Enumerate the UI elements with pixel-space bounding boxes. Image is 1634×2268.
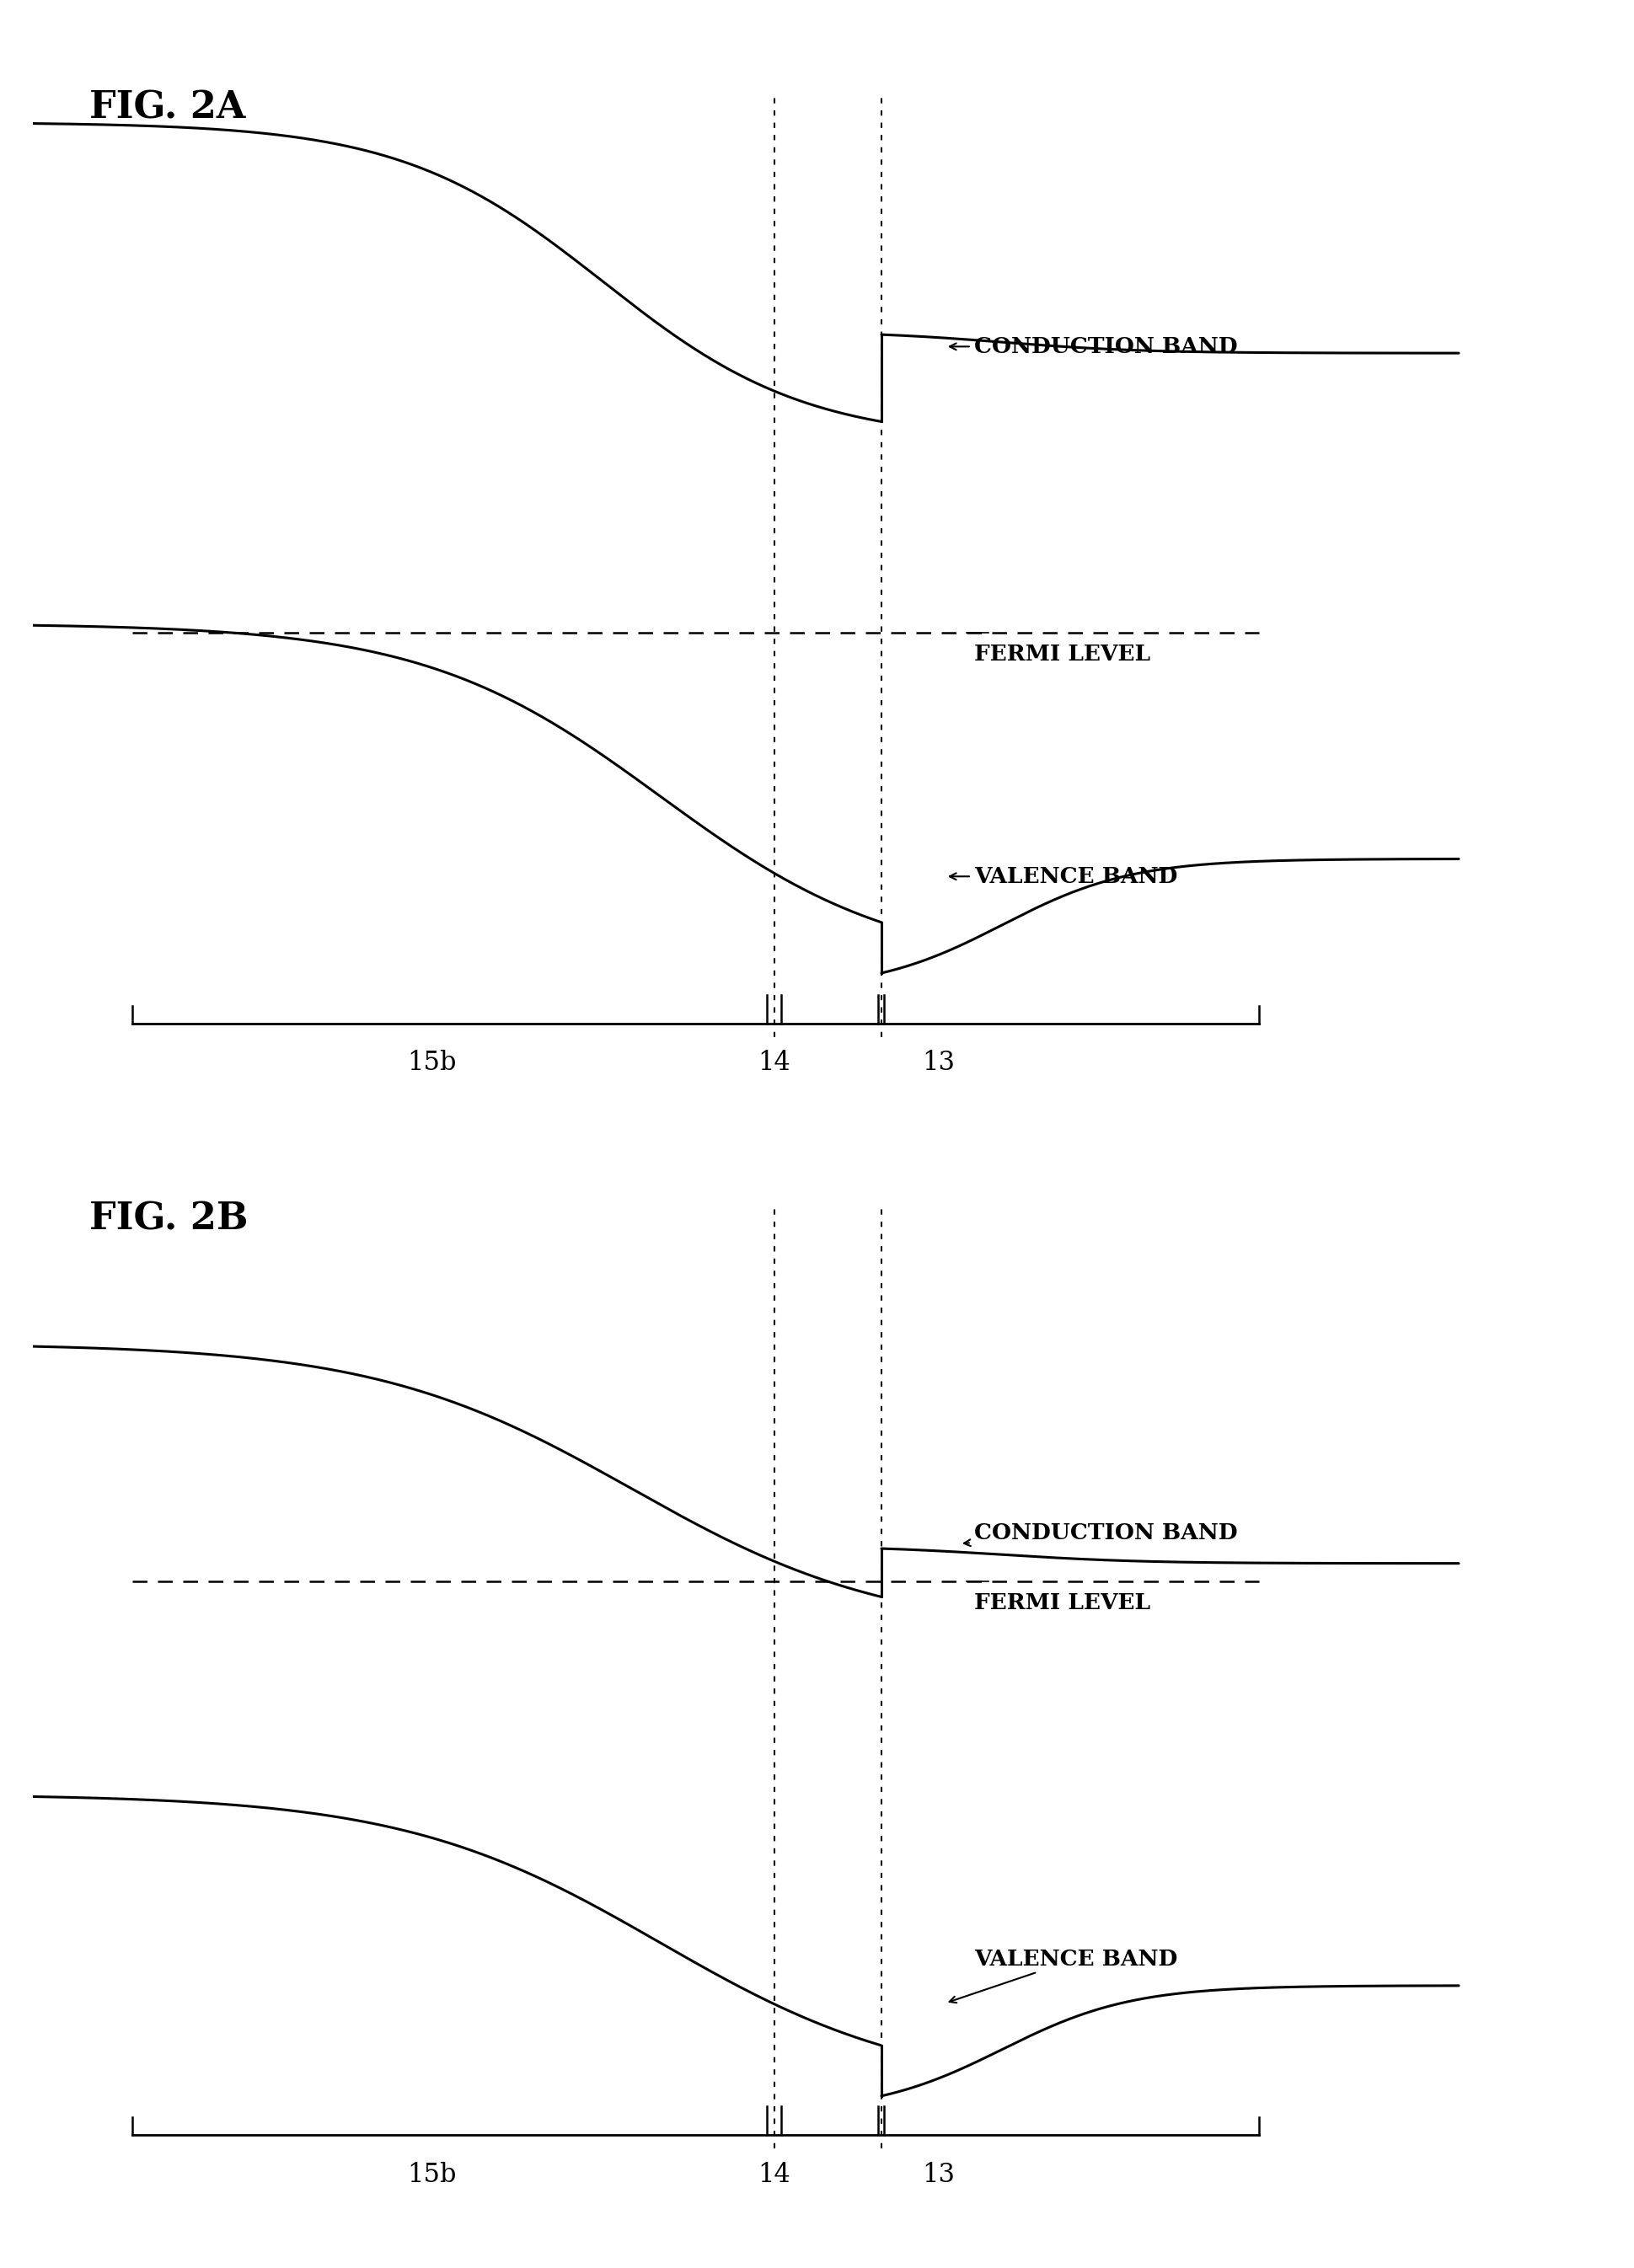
Text: 14: 14 xyxy=(758,1050,791,1077)
Text: FERMI LEVEL: FERMI LEVEL xyxy=(974,1592,1150,1613)
Text: FERMI LEVEL: FERMI LEVEL xyxy=(974,644,1150,665)
Text: VALENCE BAND: VALENCE BAND xyxy=(949,866,1176,887)
Text: 13: 13 xyxy=(922,1050,954,1077)
Text: 15b: 15b xyxy=(407,2161,456,2189)
Text: FIG. 2B: FIG. 2B xyxy=(90,1200,248,1236)
Text: 14: 14 xyxy=(758,2161,791,2189)
Text: CONDUCTION BAND: CONDUCTION BAND xyxy=(964,1522,1237,1547)
Text: 15b: 15b xyxy=(407,1050,456,1077)
Text: FIG. 2A: FIG. 2A xyxy=(90,88,247,125)
Text: 13: 13 xyxy=(922,2161,954,2189)
Text: CONDUCTION BAND: CONDUCTION BAND xyxy=(949,336,1237,356)
Text: VALENCE BAND: VALENCE BAND xyxy=(949,1948,1176,2003)
